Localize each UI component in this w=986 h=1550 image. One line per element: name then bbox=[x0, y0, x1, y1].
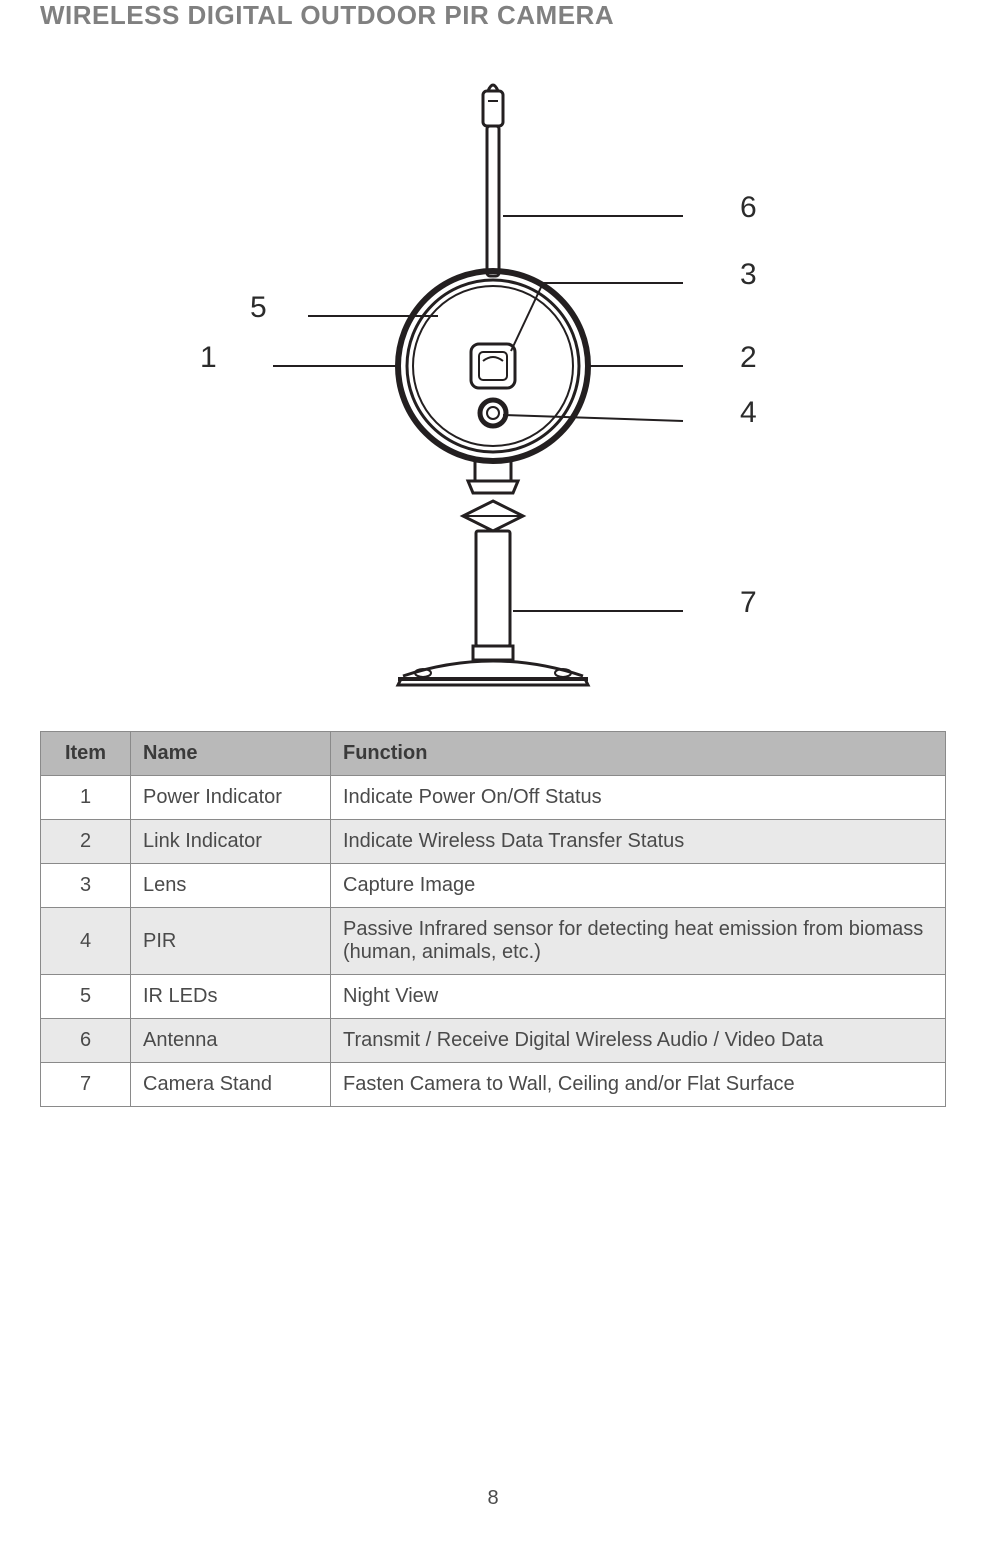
page-number: 8 bbox=[40, 1487, 946, 1510]
col-item-header: Item bbox=[41, 732, 131, 776]
cell-name: IR LEDs bbox=[131, 975, 331, 1019]
camera-svg bbox=[213, 61, 773, 701]
cell-name: Camera Stand bbox=[131, 1063, 331, 1107]
page: WIRELESS DIGITAL OUTDOOR PIR CAMERA 1 5 … bbox=[0, 0, 986, 1550]
cell-function: Fasten Camera to Wall, Ceiling and/or Fl… bbox=[331, 1063, 946, 1107]
cell-item: 5 bbox=[41, 975, 131, 1019]
table-row: 4 PIR Passive Infrared sensor for detect… bbox=[41, 908, 946, 975]
callout-1: 1 bbox=[200, 341, 217, 375]
callout-6: 6 bbox=[740, 191, 757, 225]
cell-name: PIR bbox=[131, 908, 331, 975]
cell-name: Lens bbox=[131, 864, 331, 908]
col-function-header: Function bbox=[331, 732, 946, 776]
cell-name: Link Indicator bbox=[131, 820, 331, 864]
table-row: 7 Camera Stand Fasten Camera to Wall, Ce… bbox=[41, 1063, 946, 1107]
callout-3: 3 bbox=[740, 258, 757, 292]
cell-name: Antenna bbox=[131, 1019, 331, 1063]
cell-function: Capture Image bbox=[331, 864, 946, 908]
callout-7: 7 bbox=[740, 586, 757, 620]
camera-diagram: 1 5 6 3 2 4 7 bbox=[40, 51, 946, 711]
callout-2: 2 bbox=[740, 341, 757, 375]
cell-function: Night View bbox=[331, 975, 946, 1019]
cell-name: Power Indicator bbox=[131, 776, 331, 820]
cell-function: Indicate Wireless Data Transfer Status bbox=[331, 820, 946, 864]
callout-4: 4 bbox=[740, 396, 757, 430]
cell-function: Passive Infrared sensor for detecting he… bbox=[331, 908, 946, 975]
table-row: 2 Link Indicator Indicate Wireless Data … bbox=[41, 820, 946, 864]
table-header-row: Item Name Function bbox=[41, 732, 946, 776]
cell-item: 4 bbox=[41, 908, 131, 975]
col-name-header: Name bbox=[131, 732, 331, 776]
table-row: 6 Antenna Transmit / Receive Digital Wir… bbox=[41, 1019, 946, 1063]
table-row: 5 IR LEDs Night View bbox=[41, 975, 946, 1019]
cell-item: 3 bbox=[41, 864, 131, 908]
cell-item: 1 bbox=[41, 776, 131, 820]
cell-function: Indicate Power On/Off Status bbox=[331, 776, 946, 820]
callout-5: 5 bbox=[250, 291, 267, 325]
page-title: WIRELESS DIGITAL OUTDOOR PIR CAMERA bbox=[40, 0, 946, 31]
table-row: 3 Lens Capture Image bbox=[41, 864, 946, 908]
table-row: 1 Power Indicator Indicate Power On/Off … bbox=[41, 776, 946, 820]
cell-item: 2 bbox=[41, 820, 131, 864]
cell-function: Transmit / Receive Digital Wireless Audi… bbox=[331, 1019, 946, 1063]
parts-table: Item Name Function 1 Power Indicator Ind… bbox=[40, 731, 946, 1107]
cell-item: 6 bbox=[41, 1019, 131, 1063]
cell-item: 7 bbox=[41, 1063, 131, 1107]
